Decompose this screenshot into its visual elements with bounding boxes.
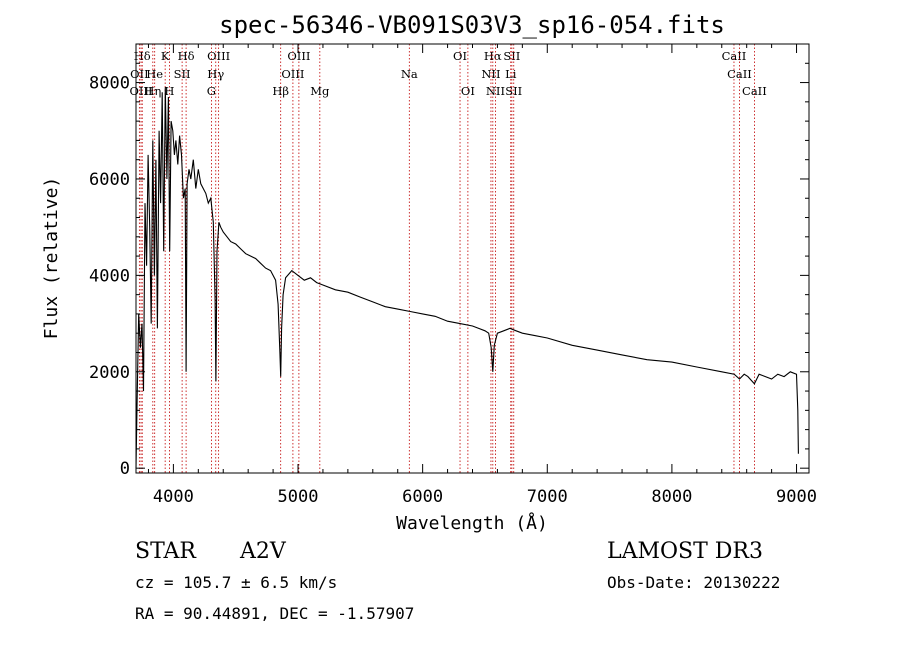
line-label: Mg (310, 84, 330, 98)
line-label: Hγ (207, 67, 224, 81)
plot-frame (135, 43, 810, 474)
axis-ticks: 4000 5000 6000 7000 8000 9000 0 2000 4000 6000 800… (89, 43, 817, 507)
line-label: Hβ (272, 84, 289, 98)
line-label: OIII (207, 49, 230, 63)
y-tick-label: 2000 (89, 363, 130, 383)
chart-title: spec-56346-VB091S03V3_sp16-054.fits (219, 11, 725, 39)
line-label: H (164, 84, 174, 98)
line-label: CaII (727, 67, 752, 81)
line-label: OII (130, 67, 149, 81)
line-label: He (146, 67, 163, 81)
x-tick-label: 4000 (153, 487, 194, 507)
x-tick-label: 8000 (651, 487, 692, 507)
redshift-velocity: cz = 105.7 ± 6.5 km/s (135, 573, 338, 592)
line-label: OIII (281, 67, 304, 81)
line-label: Hα (484, 49, 502, 63)
line-label: OIII (287, 49, 310, 63)
line-label: SII (174, 67, 191, 81)
object-type: STAR (135, 539, 196, 564)
line-label: Li (505, 67, 517, 81)
y-axis-label: Flux (relative) (41, 177, 62, 340)
line-label: K (161, 49, 170, 63)
line-label: NII (486, 84, 505, 98)
line-label: OI (453, 49, 467, 63)
y-tick-label: 0 (120, 459, 130, 479)
line-label: Na (401, 67, 418, 81)
line-label: SII (503, 49, 520, 63)
line-label: OI (461, 84, 475, 98)
object-subclass: A2V (240, 539, 286, 564)
line-label: NII (481, 67, 500, 81)
survey-name: LAMOST DR3 (607, 539, 763, 564)
line-label: G (207, 84, 216, 98)
line-label: Hδ (178, 49, 195, 63)
x-tick-label: 9000 (776, 487, 817, 507)
spectrum-line (135, 87, 799, 469)
line-label: CaII (742, 84, 767, 98)
observation-date: Obs-Date: 20130222 (607, 573, 781, 592)
line-label: Hδ (134, 49, 151, 63)
line-label: OIII (129, 84, 152, 98)
x-axis-label: Wavelength (Å) (396, 512, 548, 534)
y-tick-label: 6000 (89, 170, 130, 190)
line-label: SII (505, 84, 522, 98)
line-label: CaII (722, 49, 747, 63)
y-tick-label: 4000 (89, 266, 130, 286)
x-tick-label: 6000 (402, 487, 443, 507)
x-tick-label: 7000 (527, 487, 568, 507)
y-tick-label: 8000 (89, 74, 130, 94)
line-label: Hη (144, 84, 161, 98)
coordinates: RA = 90.44891, DEC = -1.57907 (135, 604, 415, 623)
x-tick-label: 5000 (278, 487, 319, 507)
